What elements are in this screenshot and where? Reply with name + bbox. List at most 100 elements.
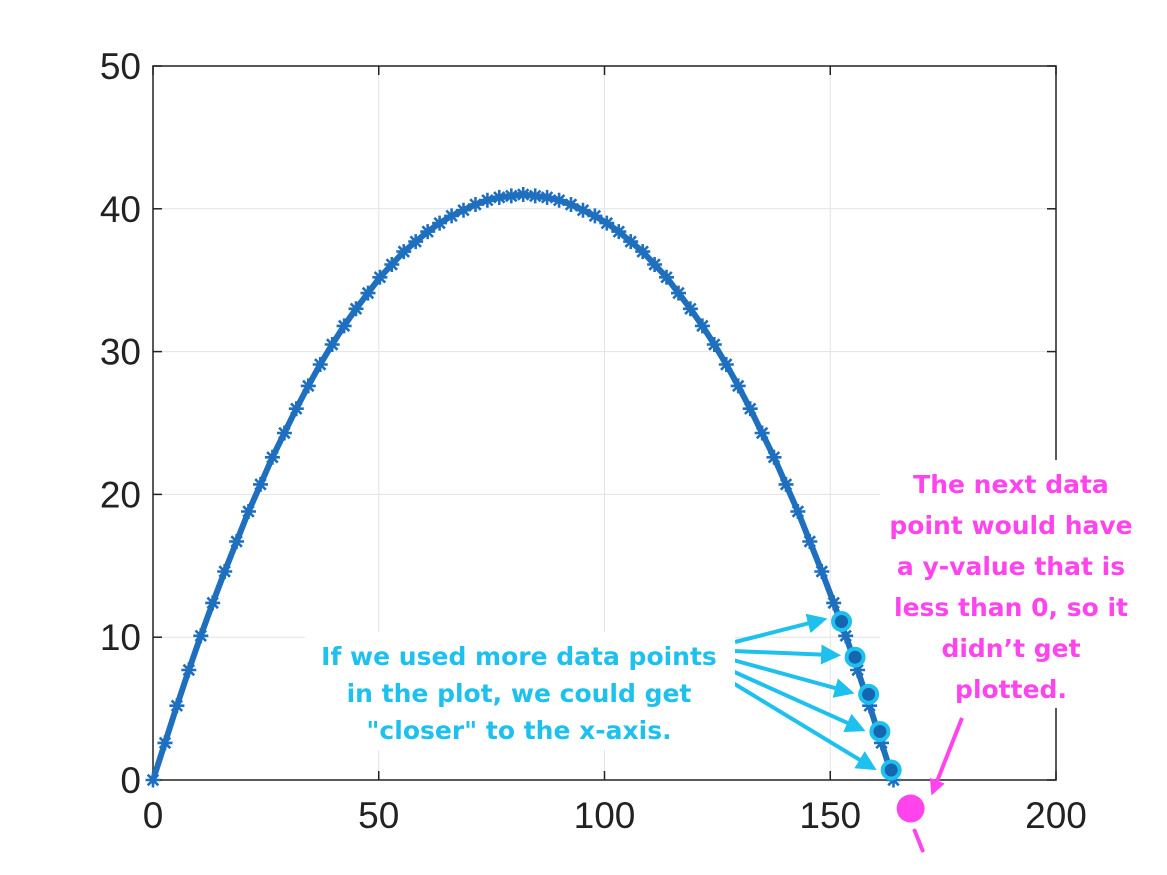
x-tick-label: 0 xyxy=(143,795,164,836)
data-point xyxy=(420,224,436,240)
data-point xyxy=(754,425,770,441)
data-point xyxy=(348,301,364,317)
cyan-annotation-line: If we used more data points xyxy=(321,642,717,671)
pink-annotation-line: less than 0, so it xyxy=(894,593,1128,622)
cyan-annotation-line: "closer" to the x-axis. xyxy=(366,716,671,745)
y-tick-label: 40 xyxy=(100,189,141,230)
next-point-trail xyxy=(912,828,925,853)
cyan-arrow xyxy=(734,613,828,644)
data-point xyxy=(706,337,722,352)
data-point xyxy=(324,337,340,352)
data-point xyxy=(503,188,519,204)
cyan-arrow xyxy=(732,658,855,698)
data-point xyxy=(169,698,185,714)
data-point xyxy=(384,257,400,272)
data-point xyxy=(288,401,304,417)
y-tick-label: 30 xyxy=(100,332,141,373)
data-point xyxy=(456,202,471,218)
cyan-arrow xyxy=(726,678,877,771)
data-point xyxy=(802,534,818,549)
axis-ticks: 0 50 100 150 200 0 10 20 30 40 50 xyxy=(100,46,1087,836)
data-point xyxy=(539,189,555,205)
data-point xyxy=(850,662,866,678)
data-point xyxy=(671,285,686,301)
data-point xyxy=(599,215,615,231)
data-point xyxy=(635,244,651,260)
data-point xyxy=(444,208,460,224)
y-tick-label: 10 xyxy=(100,617,141,658)
y-tick-label: 0 xyxy=(120,760,141,801)
data-point xyxy=(193,628,209,644)
data-point xyxy=(229,534,245,549)
next-data-point xyxy=(896,794,925,823)
pink-annotation-backing xyxy=(880,460,1142,708)
data-point xyxy=(336,318,352,334)
data-point xyxy=(479,192,495,208)
data-point xyxy=(408,234,424,250)
x-tick-label: 200 xyxy=(1025,795,1087,836)
cyan-annotation-line: in the plot, we could get xyxy=(347,679,692,708)
data-point xyxy=(527,188,543,204)
data-point xyxy=(587,208,603,224)
data-point xyxy=(575,202,591,218)
data-point xyxy=(300,378,316,394)
x-tick-label: 50 xyxy=(358,795,399,836)
data-point xyxy=(742,401,758,417)
data-point xyxy=(432,215,448,231)
data-point xyxy=(563,197,579,212)
y-tick-label: 50 xyxy=(100,46,141,87)
data-point xyxy=(611,224,627,240)
data-point xyxy=(241,504,256,519)
cyan-arrow xyxy=(729,668,866,732)
x-tick-label: 150 xyxy=(799,795,861,836)
data-point xyxy=(396,244,412,260)
data-point xyxy=(264,449,280,465)
x-tick-label: 100 xyxy=(574,795,636,836)
pink-annotation-line: didn’t get xyxy=(941,634,1080,663)
pink-annotation-line: point would have xyxy=(889,511,1132,540)
data-point xyxy=(276,425,292,441)
data-point xyxy=(647,257,663,272)
annotation-arrows xyxy=(726,613,964,796)
cyan-annotation-backing xyxy=(305,632,735,750)
data-point xyxy=(217,564,233,579)
data-point xyxy=(491,189,507,205)
data-point xyxy=(515,187,531,202)
data-point xyxy=(790,504,806,519)
extra-data-point xyxy=(858,683,880,705)
data-point xyxy=(205,595,221,611)
data-point xyxy=(862,698,878,714)
data-point xyxy=(682,301,698,317)
data-point xyxy=(826,595,842,611)
data-point xyxy=(551,192,567,208)
pink-arrow xyxy=(929,717,964,796)
pink-annotation: The next data point would have a y-value t… xyxy=(880,460,1142,708)
data-point xyxy=(814,564,830,579)
data-point xyxy=(778,476,794,492)
data-point xyxy=(468,197,483,212)
data-point xyxy=(874,735,889,751)
data-point xyxy=(718,357,734,372)
extra-data-point xyxy=(869,720,891,742)
data-point xyxy=(253,476,268,492)
cyan-annotation: If we used more data points in the plot, … xyxy=(305,632,735,750)
data-point xyxy=(157,735,173,751)
data-point xyxy=(838,628,854,644)
data-point xyxy=(312,357,328,372)
data-point xyxy=(659,269,674,285)
data-point xyxy=(372,269,388,285)
cyan-arrow xyxy=(732,644,842,665)
data-point xyxy=(694,318,710,334)
data-point xyxy=(623,234,639,250)
data-point xyxy=(181,662,197,678)
pink-annotation-line: plotted. xyxy=(955,675,1067,704)
data-point xyxy=(145,772,161,788)
data-point xyxy=(730,378,746,394)
y-tick-label: 20 xyxy=(100,474,141,515)
extra-data-point xyxy=(880,759,902,781)
extra-data-point xyxy=(831,610,853,632)
data-point xyxy=(360,285,376,301)
extra-data-point xyxy=(844,646,866,668)
data-point xyxy=(766,449,782,465)
